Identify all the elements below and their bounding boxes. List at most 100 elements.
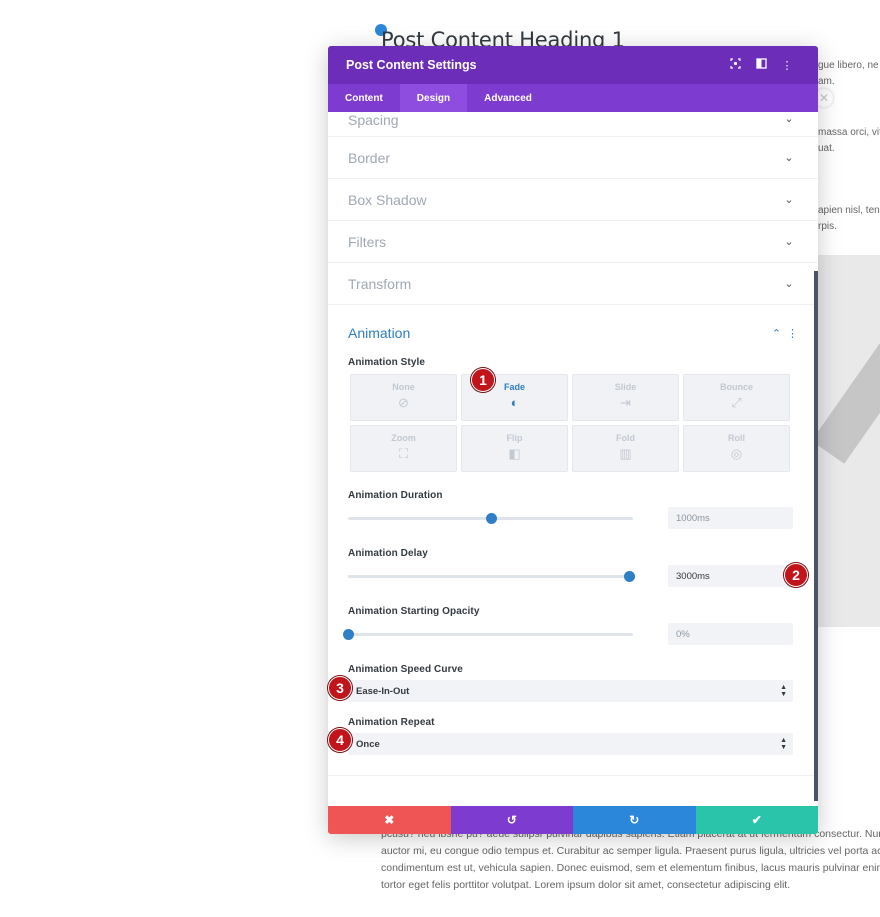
section-title: Transform <box>348 275 412 292</box>
tab-content[interactable]: Content <box>345 92 383 104</box>
delay-slider[interactable] <box>348 570 635 582</box>
opacity-input[interactable]: 0% <box>668 623 793 645</box>
checkmark-icon: ✔ <box>751 813 762 827</box>
delay-label: Animation Delay <box>348 548 428 559</box>
delay-row: 3000ms <box>328 565 818 587</box>
bg-text-snippet: uat. <box>818 143 835 154</box>
more-icon[interactable]: ⋮ <box>781 59 793 72</box>
opacity-row: 0% <box>328 623 818 645</box>
chevron-up-icon[interactable]: ⌃ <box>771 327 781 340</box>
tab-advanced[interactable]: Advanced <box>484 92 532 104</box>
style-option-roll[interactable]: Roll ◎ <box>683 425 790 472</box>
opacity-slider[interactable] <box>343 628 633 640</box>
style-option-bounce[interactable]: Bounce ⤢ <box>683 374 790 421</box>
modal-title: Post Content Settings <box>346 58 477 72</box>
style-name: Zoom <box>391 433 416 443</box>
speed-curve-label: Animation Speed Curve <box>348 664 463 675</box>
close-circle-icon[interactable]: ✕ <box>815 89 833 107</box>
bg-text-snippet: rpis. <box>818 221 837 232</box>
more-icon[interactable]: ⋮ <box>787 327 798 340</box>
section-spacing[interactable]: Spacing ⌄ <box>328 112 818 137</box>
repeat-select[interactable]: Once ▲ ▼ <box>348 733 793 755</box>
section-border[interactable]: Border ⌄ <box>328 137 818 179</box>
settings-scroll-area: Spacing ⌄ Border ⌄ Box Shadow ⌄ Filters … <box>328 112 818 806</box>
flip-icon: ◧ <box>508 446 521 461</box>
annotation-badge: 3 <box>328 676 352 700</box>
opacity-label: Animation Starting Opacity <box>348 606 480 617</box>
duration-row: 1000ms <box>328 507 818 529</box>
chevron-down-icon: ⌄ <box>784 113 794 125</box>
bg-text-snippet: apien nisl, ten <box>818 205 880 216</box>
style-name: Flip <box>506 433 523 443</box>
style-option-slide[interactable]: Slide ⇥ <box>572 374 679 421</box>
modal-footer: ✖ ↺ ↻ ✔ <box>328 806 818 834</box>
focus-icon[interactable] <box>722 58 748 72</box>
style-name: Roll <box>728 433 745 443</box>
section-filters[interactable]: Filters ⌄ <box>328 221 818 263</box>
undo-icon: ↺ <box>506 813 517 827</box>
select-arrows-icon: ▲ ▼ <box>780 684 787 698</box>
speed-curve-select[interactable]: Ease-In-Out ▲ ▼ <box>348 680 793 702</box>
section-title: Animation <box>348 325 411 341</box>
modal-header: Post Content Settings ⋮ <box>328 46 818 84</box>
style-name: Fade <box>503 382 525 392</box>
chevron-down-icon: ⌄ <box>784 194 794 206</box>
slider-handle[interactable] <box>623 570 635 582</box>
section-animation[interactable]: Animation ⌃ ⋮ <box>328 305 818 341</box>
duration-label: Animation Duration <box>348 490 443 501</box>
style-option-none[interactable]: None ⊘ <box>350 374 457 421</box>
repeat-label: Animation Repeat <box>348 717 435 728</box>
style-option-fold[interactable]: Fold ▥ <box>572 425 679 472</box>
style-name: None <box>392 382 415 392</box>
redo-button[interactable]: ↻ <box>573 806 696 834</box>
fold-icon: ▥ <box>619 446 632 461</box>
none-icon: ⊘ <box>398 395 409 410</box>
cancel-button[interactable]: ✖ <box>328 806 451 834</box>
select-value: Once <box>356 738 380 750</box>
split-view-icon[interactable] <box>748 58 774 72</box>
bg-text-snippet: am. <box>818 76 835 87</box>
style-name: Fold <box>616 433 635 443</box>
section-transform[interactable]: Transform ⌄ <box>328 263 818 305</box>
style-option-flip[interactable]: Flip ◧ <box>461 425 568 472</box>
delay-input[interactable]: 3000ms <box>668 565 793 587</box>
annotation-badge: 4 <box>328 728 352 752</box>
divider <box>328 775 818 776</box>
bg-text-snippet: gue libero, ne <box>818 60 879 71</box>
duration-slider[interactable] <box>348 512 633 524</box>
redo-icon: ↻ <box>629 813 640 827</box>
fade-icon: ◐ <box>510 395 519 410</box>
edit-pencil-icon[interactable] <box>375 24 387 36</box>
section-box-shadow[interactable]: Box Shadow ⌄ <box>328 179 818 221</box>
chevron-down-icon: ⌄ <box>784 152 794 164</box>
section-title: Border <box>348 149 391 166</box>
section-title: Box Shadow <box>348 191 427 208</box>
slide-icon: ⇥ <box>620 395 631 410</box>
save-button[interactable]: ✔ <box>695 806 818 834</box>
animation-style-grid: None ⊘ Fade ◐ Slide ⇥ Bounce ⤢ Zoom ⛶ <box>328 374 818 472</box>
section-title: Filters <box>348 233 387 250</box>
annotation-badge: 1 <box>471 368 495 392</box>
scrollbar[interactable] <box>814 271 818 801</box>
slider-handle[interactable] <box>343 628 354 640</box>
bounce-icon: ⤢ <box>731 395 742 410</box>
slider-handle[interactable] <box>485 512 497 524</box>
undo-button[interactable]: ↺ <box>450 806 573 834</box>
style-option-fade[interactable]: Fade ◐ <box>461 374 568 421</box>
image-placeholder <box>818 255 880 627</box>
roll-icon: ◎ <box>730 446 743 461</box>
annotation-badge: 2 <box>784 563 808 587</box>
duration-input[interactable]: 1000ms <box>668 507 793 529</box>
select-value: Ease-In-Out <box>356 685 410 697</box>
style-name: Bounce <box>719 382 753 392</box>
select-arrows-icon: ▲ ▼ <box>780 737 787 751</box>
animation-style-label: Animation Style <box>348 357 426 368</box>
chevron-down-icon: ⌄ <box>784 236 794 248</box>
style-option-zoom[interactable]: Zoom ⛶ <box>350 425 457 472</box>
zoom-icon: ⛶ <box>398 446 409 461</box>
tab-design[interactable]: Design <box>399 84 468 112</box>
chevron-down-icon: ⌄ <box>784 278 794 290</box>
body-paragraph: pcusu? neu ibsrle pu? aeue sullpsr pulvi… <box>381 828 880 891</box>
style-name: Slide <box>614 382 637 392</box>
